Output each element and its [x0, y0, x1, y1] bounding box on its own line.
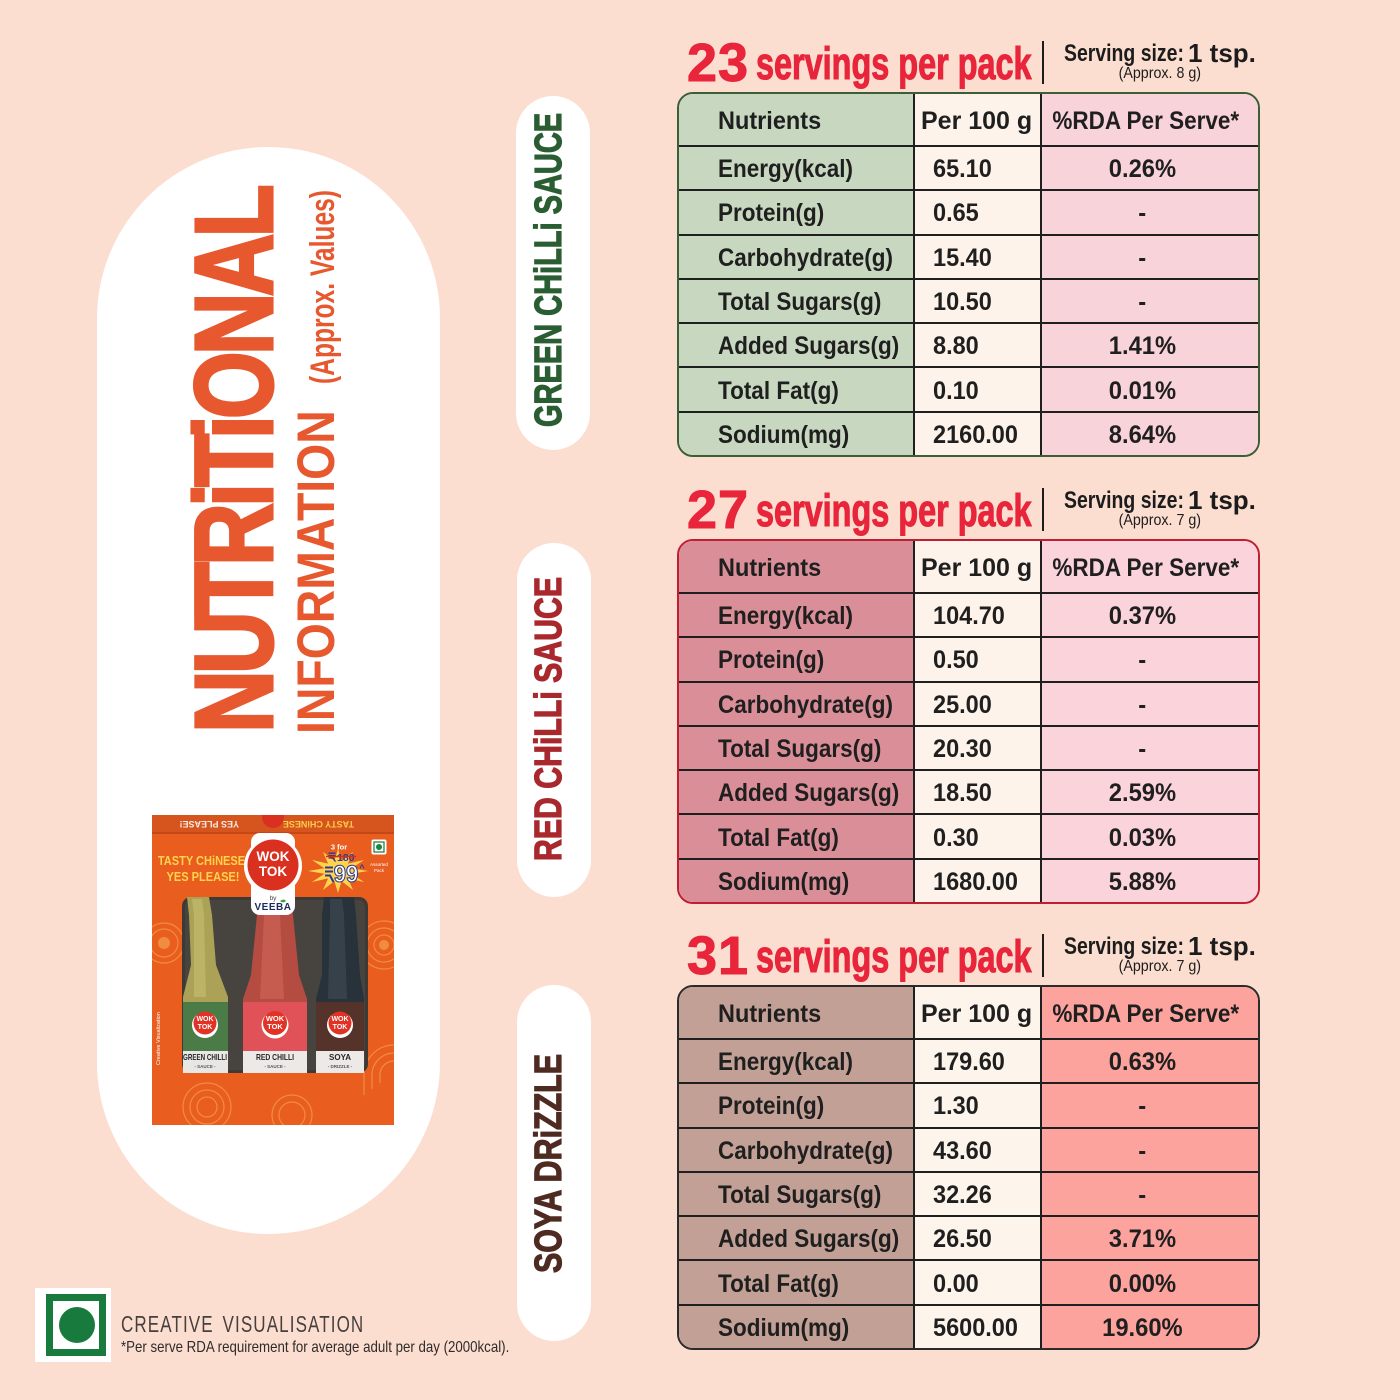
svg-text:VEEBA: VEEBA	[255, 902, 292, 913]
svg-text:by: by	[270, 895, 278, 902]
svg-text:WOK: WOK	[331, 1016, 348, 1023]
svg-text:YES PLEASE!: YES PLEASE!	[179, 819, 239, 829]
svg-text:- SAUCE -: - SAUCE -	[194, 1064, 216, 1069]
svg-text:TOK: TOK	[259, 864, 288, 879]
svg-text:WOK: WOK	[266, 1014, 285, 1023]
svg-text:Assorted: Assorted	[370, 862, 388, 867]
svg-text:TOK: TOK	[267, 1022, 283, 1031]
svg-text:TOK: TOK	[333, 1024, 348, 1031]
svg-text:WOK: WOK	[196, 1016, 213, 1023]
svg-text:WOK: WOK	[257, 849, 290, 864]
svg-text:YES PLEASE!: YES PLEASE!	[167, 869, 240, 884]
svg-text:- SAUCE -: - SAUCE -	[264, 1064, 286, 1069]
svg-text:TASTY CHiNESE,: TASTY CHiNESE,	[280, 819, 354, 829]
svg-text:TASTY CHiNESE,: TASTY CHiNESE,	[158, 853, 248, 868]
svg-text:Pack: Pack	[374, 868, 385, 873]
svg-text:SOYA: SOYA	[329, 1053, 351, 1062]
svg-text:RED CHILLI: RED CHILLI	[256, 1052, 294, 1062]
svg-text:TOK: TOK	[198, 1024, 213, 1031]
svg-text:3 for: 3 for	[331, 843, 347, 852]
svg-text:99: 99	[334, 860, 359, 887]
svg-text:- DRIZZLE -: - DRIZZLE -	[328, 1064, 353, 1069]
svg-text:GREEN CHILLI: GREEN CHILLI	[183, 1053, 227, 1062]
svg-text:180: 180	[337, 852, 355, 864]
svg-text:Creative Visualization: Creative Visualization	[156, 1012, 162, 1065]
svg-text:^: ^	[359, 863, 365, 873]
